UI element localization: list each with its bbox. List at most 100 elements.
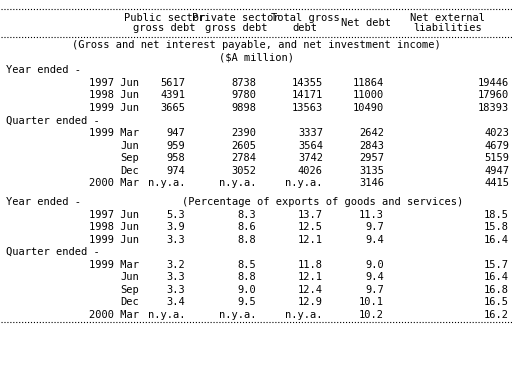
Text: 3337: 3337: [298, 128, 323, 138]
Text: 9.7: 9.7: [365, 285, 384, 295]
Text: 5.3: 5.3: [166, 210, 185, 219]
Text: n.y.a.: n.y.a.: [219, 310, 256, 320]
Text: 3.2: 3.2: [166, 260, 185, 270]
Text: Total gross: Total gross: [270, 13, 339, 23]
Text: Sep: Sep: [121, 153, 139, 163]
Text: 12.9: 12.9: [298, 298, 323, 307]
Text: 12.1: 12.1: [298, 272, 323, 282]
Text: 2605: 2605: [231, 141, 256, 150]
Text: n.y.a.: n.y.a.: [148, 310, 185, 320]
Text: 1999 Mar: 1999 Mar: [89, 260, 139, 270]
Text: 1999 Mar: 1999 Mar: [89, 128, 139, 138]
Text: 3.3: 3.3: [166, 235, 185, 245]
Text: 2000 Mar: 2000 Mar: [89, 178, 139, 188]
Text: 11.3: 11.3: [359, 210, 384, 219]
Text: 4679: 4679: [484, 141, 509, 150]
Text: 9898: 9898: [231, 103, 256, 113]
Text: 12.1: 12.1: [298, 235, 323, 245]
Text: 15.8: 15.8: [484, 222, 509, 232]
Text: 16.4: 16.4: [484, 235, 509, 245]
Text: 1999 Jun: 1999 Jun: [89, 235, 139, 245]
Text: 3.3: 3.3: [166, 285, 185, 295]
Text: Dec: Dec: [121, 166, 139, 176]
Text: 4391: 4391: [160, 91, 185, 100]
Text: 11.8: 11.8: [298, 260, 323, 270]
Text: 2642: 2642: [359, 128, 384, 138]
Text: 13.7: 13.7: [298, 210, 323, 219]
Text: Jun: Jun: [121, 141, 139, 150]
Text: 10490: 10490: [353, 103, 384, 113]
Text: Quarter ended -: Quarter ended -: [7, 247, 100, 257]
Text: n.y.a.: n.y.a.: [285, 310, 323, 320]
Text: 18393: 18393: [478, 103, 509, 113]
Text: 10.1: 10.1: [359, 298, 384, 307]
Text: 19446: 19446: [478, 78, 509, 88]
Text: 10.2: 10.2: [359, 310, 384, 320]
Text: 9780: 9780: [231, 91, 256, 100]
Text: liabilities: liabilities: [413, 23, 482, 33]
Text: Public sector: Public sector: [124, 13, 205, 23]
Text: 1998 Jun: 1998 Jun: [89, 222, 139, 232]
Text: 4947: 4947: [484, 166, 509, 176]
Text: Sep: Sep: [121, 285, 139, 295]
Text: 9.7: 9.7: [365, 222, 384, 232]
Text: 4415: 4415: [484, 178, 509, 188]
Text: debt: debt: [292, 23, 318, 33]
Text: (Percentage of exports of goods and services): (Percentage of exports of goods and serv…: [182, 197, 463, 207]
Text: 12.5: 12.5: [298, 222, 323, 232]
Text: 8.3: 8.3: [238, 210, 256, 219]
Text: 1999 Jun: 1999 Jun: [89, 103, 139, 113]
Text: Net external: Net external: [410, 13, 485, 23]
Text: n.y.a.: n.y.a.: [148, 178, 185, 188]
Text: Dec: Dec: [121, 298, 139, 307]
Text: 1998 Jun: 1998 Jun: [89, 91, 139, 100]
Text: 12.4: 12.4: [298, 285, 323, 295]
Text: 3.3: 3.3: [166, 272, 185, 282]
Text: Year ended -: Year ended -: [7, 65, 82, 75]
Text: ($A million): ($A million): [219, 53, 294, 63]
Text: Jun: Jun: [121, 272, 139, 282]
Text: 9.0: 9.0: [365, 260, 384, 270]
Text: 8.5: 8.5: [238, 260, 256, 270]
Text: 16.5: 16.5: [484, 298, 509, 307]
Text: Private sector: Private sector: [192, 13, 280, 23]
Text: (Gross and net interest payable, and net investment income): (Gross and net interest payable, and net…: [72, 40, 441, 50]
Text: 8.6: 8.6: [238, 222, 256, 232]
Text: 3052: 3052: [231, 166, 256, 176]
Text: 8.8: 8.8: [238, 235, 256, 245]
Text: 4026: 4026: [298, 166, 323, 176]
Text: 3135: 3135: [359, 166, 384, 176]
Text: 2784: 2784: [231, 153, 256, 163]
Text: 18.5: 18.5: [484, 210, 509, 219]
Text: 2000 Mar: 2000 Mar: [89, 310, 139, 320]
Text: 16.4: 16.4: [484, 272, 509, 282]
Text: 947: 947: [166, 128, 185, 138]
Text: gross debt: gross debt: [205, 23, 267, 33]
Text: 17960: 17960: [478, 91, 509, 100]
Text: n.y.a.: n.y.a.: [285, 178, 323, 188]
Text: 3.4: 3.4: [166, 298, 185, 307]
Text: 3665: 3665: [160, 103, 185, 113]
Text: 8.8: 8.8: [238, 272, 256, 282]
Text: 1997 Jun: 1997 Jun: [89, 210, 139, 219]
Text: 3742: 3742: [298, 153, 323, 163]
Text: 8738: 8738: [231, 78, 256, 88]
Text: 959: 959: [166, 141, 185, 150]
Text: 15.7: 15.7: [484, 260, 509, 270]
Text: 5159: 5159: [484, 153, 509, 163]
Text: 3.9: 3.9: [166, 222, 185, 232]
Text: 16.8: 16.8: [484, 285, 509, 295]
Text: 1997 Jun: 1997 Jun: [89, 78, 139, 88]
Text: gross debt: gross debt: [133, 23, 196, 33]
Text: 13563: 13563: [291, 103, 323, 113]
Text: 9.0: 9.0: [238, 285, 256, 295]
Text: Net debt: Net debt: [341, 18, 391, 28]
Text: 14171: 14171: [291, 91, 323, 100]
Text: 2843: 2843: [359, 141, 384, 150]
Text: 14355: 14355: [291, 78, 323, 88]
Text: 16.2: 16.2: [484, 310, 509, 320]
Text: 9.5: 9.5: [238, 298, 256, 307]
Text: 3564: 3564: [298, 141, 323, 150]
Text: 9.4: 9.4: [365, 235, 384, 245]
Text: n.y.a.: n.y.a.: [219, 178, 256, 188]
